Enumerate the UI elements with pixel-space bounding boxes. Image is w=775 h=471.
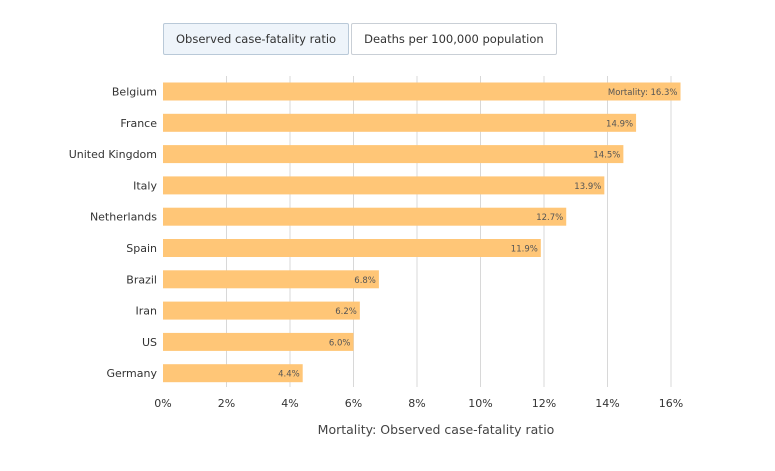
x-tick-label: 12% <box>532 397 556 410</box>
bar-data-label: 4.4% <box>278 370 300 380</box>
bar-data-label: 14.5% <box>593 151 620 161</box>
category-label: Iran <box>136 305 158 318</box>
bar-data-label: 6.2% <box>335 307 357 317</box>
bar[interactable] <box>163 332 354 351</box>
x-tick-label: 4% <box>281 397 298 410</box>
bar[interactable] <box>163 301 360 320</box>
x-tick-label: 6% <box>345 397 362 410</box>
tab-case-fatality-ratio[interactable]: Observed case-fatality ratio <box>163 23 350 55</box>
bar[interactable] <box>163 364 303 383</box>
bar[interactable] <box>163 145 624 164</box>
category-label: United Kingdom <box>69 148 157 161</box>
x-tick-label: 16% <box>659 397 683 410</box>
bars: Mortality: 16.3% 14.9% 14.5% 13.9% 12.7% 11.9… <box>163 82 681 383</box>
x-axis-title: Mortality: Observed case-fatality ratio <box>318 422 555 437</box>
category-label: Germany <box>106 367 157 380</box>
category-label: Brazil <box>126 273 157 286</box>
x-tick-label: 2% <box>218 397 235 410</box>
bar-data-label: 12.7% <box>536 213 563 223</box>
category-label: Spain <box>126 242 157 255</box>
category-labels: Belgium France United Kingdom Italy Netherla… <box>69 86 158 381</box>
bar[interactable] <box>163 82 681 101</box>
bar-data-label: 6.0% <box>329 338 351 348</box>
bar[interactable] <box>163 207 567 226</box>
bar[interactable] <box>163 270 379 289</box>
x-tick-label: 10% <box>468 397 492 410</box>
bar-data-label: 13.9% <box>574 182 601 192</box>
bar-data-label: 6.8% <box>354 276 376 286</box>
tab-deaths-per-100k[interactable]: Deaths per 100,000 population <box>351 23 557 55</box>
category-label: Belgium <box>112 86 157 99</box>
bar-data-label: Mortality: 16.3% <box>608 88 678 98</box>
category-label: US <box>142 336 157 349</box>
bar-data-label: 14.9% <box>606 119 633 129</box>
metric-tabs: Observed case-fatality ratio Deaths per … <box>163 23 557 55</box>
category-label: France <box>120 117 157 130</box>
x-tick-labels: 0% 2% 4% 6% 8% 10% 12% 14% 16% <box>154 397 683 410</box>
x-tick-label: 0% <box>154 397 171 410</box>
bar[interactable] <box>163 113 637 132</box>
bar[interactable] <box>163 176 605 195</box>
bar-data-label: 11.9% <box>511 245 538 255</box>
category-label: Italy <box>133 179 157 192</box>
category-label: Netherlands <box>90 211 157 224</box>
x-tick-label: 8% <box>408 397 425 410</box>
bar[interactable] <box>163 239 541 257</box>
x-tick-label: 14% <box>595 397 619 410</box>
